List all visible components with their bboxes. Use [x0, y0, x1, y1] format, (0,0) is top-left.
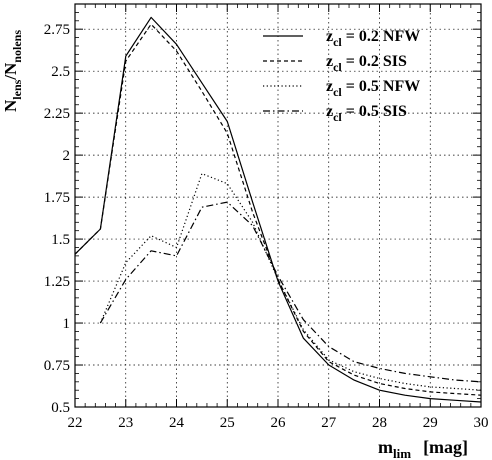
y-tick-label: 2 — [63, 148, 71, 164]
x-tick-labels: 22 23 24 25 26 27 28 29 30 — [68, 415, 489, 431]
series-line-3 — [99, 173, 482, 391]
y-axis-label: Nlens/Nnolens — [1, 30, 24, 112]
x-axis-label: mlim [mag] — [378, 437, 468, 460]
series-lines — [74, 16, 482, 403]
series-line-1 — [74, 16, 482, 403]
y-tick-label: 1.75 — [44, 190, 70, 206]
x-tick-label: 26 — [271, 415, 287, 431]
axis-ticks — [74, 3, 482, 408]
y-tick-label: 1.5 — [51, 232, 70, 248]
series-line-4 — [99, 201, 482, 383]
plot-frame — [74, 3, 482, 408]
y-tick-label: 1.25 — [44, 274, 70, 290]
legend-label-4: zcl = 0.5 SIS — [326, 103, 407, 124]
x-tick-label: 28 — [372, 415, 387, 431]
grid — [75, 4, 481, 407]
legend-label-2: zcl = 0.2 SIS — [326, 53, 407, 74]
x-tick-label: 23 — [118, 415, 133, 431]
legend-label-1: zcl = 0.2 NFW — [326, 28, 420, 49]
legend: zcl = 0.2 NFW zcl = 0.2 SIS zcl = 0.5 NFW z… — [263, 28, 420, 124]
y-tick-label: 0.75 — [44, 358, 70, 374]
x-tick-label: 22 — [68, 415, 83, 431]
y-tick-label: 2.75 — [44, 22, 70, 38]
legend-label-3: zcl = 0.5 NFW — [326, 78, 420, 99]
y-tick-label: 2.5 — [51, 64, 70, 80]
y-tick-label: 1 — [63, 316, 71, 332]
x-tick-label: 27 — [321, 415, 337, 431]
x-tick-label: 30 — [474, 415, 489, 431]
x-tick-label: 29 — [423, 415, 438, 431]
y-tick-labels: 0.5 0.75 1 1.25 1.5 1.75 2 2.25 2.5 2.75 — [44, 22, 70, 416]
x-tick-label: 24 — [169, 415, 185, 431]
y-tick-label: 2.25 — [44, 106, 70, 122]
y-tick-label: 0.5 — [51, 400, 70, 416]
x-tick-label: 25 — [220, 415, 235, 431]
